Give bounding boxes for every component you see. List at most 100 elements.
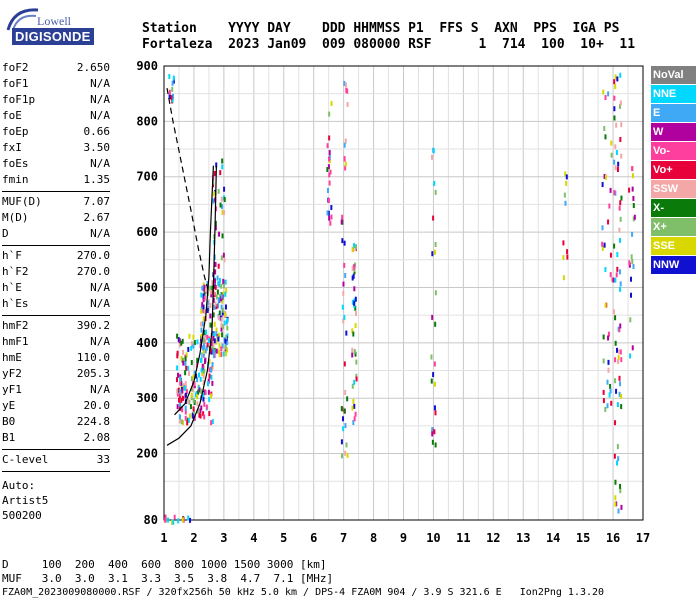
echo-point [171, 80, 174, 86]
plot-frame [163, 65, 644, 521]
echo-point [171, 519, 174, 525]
echo-point [206, 342, 209, 348]
echo-point [327, 210, 330, 216]
legend-item: X+ [651, 218, 696, 236]
echo-point [614, 420, 617, 426]
echo-point [221, 298, 224, 304]
echo-point [210, 420, 213, 426]
echo-point [431, 314, 434, 320]
echo-point [172, 75, 175, 81]
param-row: fxI 3.50 [2, 140, 110, 156]
echo-point [616, 460, 619, 466]
header-labels: Station YYYY DAY DDD HHMMSS P1 FFS S AXN… [142, 21, 620, 36]
echo-point [604, 134, 607, 140]
echo-point [326, 167, 329, 173]
echo-point [613, 159, 616, 165]
echo-point [602, 89, 605, 95]
x-tick-label: 16 [606, 531, 620, 545]
echo-point [220, 304, 223, 310]
echo-point [628, 260, 631, 266]
echo-point [619, 349, 622, 355]
echo-point [217, 315, 220, 321]
echo-point [430, 378, 433, 384]
echo-point [221, 343, 224, 349]
echo-point [203, 414, 206, 420]
echo-point [355, 376, 358, 382]
echo-point [203, 401, 206, 407]
echo-point [433, 180, 436, 186]
echo-point [190, 345, 193, 351]
echo-point [326, 210, 329, 216]
echo-point [604, 94, 607, 100]
echo-point [615, 272, 618, 278]
echo-point [180, 380, 183, 386]
y-tick-label: 800 [136, 114, 158, 128]
param-value: 1.35 [83, 173, 111, 186]
echo-point [601, 182, 604, 188]
echo-point [328, 215, 331, 221]
echo-point [192, 374, 195, 380]
echo-point [614, 165, 617, 171]
y-tick-label: 600 [136, 225, 158, 239]
echo-point [216, 289, 219, 295]
echo-point [351, 405, 354, 411]
param-row: D N/A [2, 226, 110, 242]
echo-point [209, 302, 212, 308]
echo-point [609, 272, 612, 278]
echo-point [226, 318, 229, 324]
echo-point [343, 361, 346, 367]
echo-point [211, 280, 214, 286]
echo-point [213, 170, 216, 176]
echo-point [341, 238, 344, 244]
echo-point [340, 219, 343, 225]
echo-point [614, 340, 617, 346]
echo-point [328, 180, 331, 186]
logo-lowell-text: Lowell [37, 14, 71, 28]
echo-point [223, 320, 226, 326]
echo-point [632, 264, 635, 270]
echo-point [204, 390, 207, 396]
echo-point [222, 351, 225, 357]
footer-distance-row: D 100 200 400 600 800 1000 1500 3000 [km… [2, 558, 327, 571]
x-tick-label: 17 [636, 531, 650, 545]
y-tick-label: 200 [136, 447, 158, 461]
echo-point [198, 387, 201, 393]
echo-point [612, 277, 615, 283]
echo-point [200, 308, 203, 314]
echo-point [431, 154, 434, 160]
echo-point [171, 97, 174, 103]
echo-point [215, 331, 218, 337]
echo-point [215, 162, 218, 168]
echo-point [187, 515, 190, 521]
auto-line: 500200 [2, 509, 42, 522]
param-name: C-level [2, 453, 49, 466]
echo-point [618, 227, 621, 233]
param-value: N/A [90, 335, 110, 348]
legend-item: Vo- [651, 142, 696, 160]
param-row: foE N/A [2, 108, 110, 124]
echo-point [221, 233, 224, 239]
echo-point [168, 89, 171, 95]
echo-point [353, 300, 356, 306]
echo-point [620, 195, 623, 201]
echo-point [200, 333, 203, 339]
echo-point [182, 349, 185, 355]
echo-point [431, 427, 434, 433]
echo-point [215, 348, 218, 354]
echo-point [620, 504, 623, 510]
param-row: h`E N/A [2, 280, 110, 296]
echo-point [202, 348, 205, 354]
echo-point [209, 322, 212, 328]
echo-point [328, 111, 331, 117]
echo-point [179, 401, 182, 407]
echo-point [221, 310, 224, 316]
param-row: B1 2.08 [2, 430, 110, 446]
echo-point [613, 453, 616, 459]
echo-point [177, 518, 180, 524]
echo-point [608, 392, 611, 398]
echo-point [222, 252, 225, 258]
echo-point [222, 324, 225, 330]
echo-point [434, 241, 437, 247]
y-tick-label: 80 [144, 513, 158, 527]
